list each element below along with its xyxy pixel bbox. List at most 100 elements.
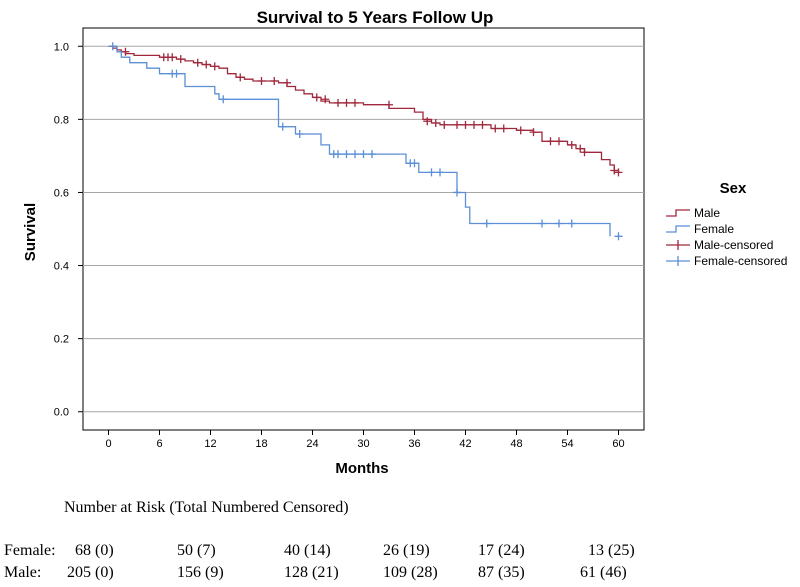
female-censor-mark: [538, 219, 546, 228]
y-tick-label: 0.4: [54, 261, 69, 273]
female-censor-mark: [614, 232, 623, 241]
male-censor-mark: [321, 95, 330, 104]
risk-cell-female-1: 50 (7): [177, 542, 216, 559]
male-censor-mark: [270, 76, 279, 85]
legend-label: Female: [694, 222, 734, 236]
legend-title: Sex: [720, 180, 747, 197]
male-censor-mark: [614, 168, 623, 177]
male-censor-mark: [257, 76, 266, 85]
grid-lines: [83, 45, 644, 413]
male-censor-mark: [440, 120, 449, 129]
male-censor-mark: [610, 166, 619, 175]
legend-label: Female-censored: [694, 254, 787, 268]
risk-cell-male-4: 87 (35): [478, 564, 525, 581]
x-axis-ticks: 0 6 12 18 24 30 36 42 48 54 60: [105, 430, 625, 450]
female-survival-curve: [108, 45, 611, 237]
legend-female-line-swatch: [666, 225, 690, 233]
chart-title: Survival to 5 Years Follow Up: [257, 8, 494, 27]
y-tick-label: 1.0: [54, 41, 69, 53]
male-censor-mark: [193, 58, 202, 67]
male-censor-mark: [580, 148, 589, 157]
risk-cell-male-1: 156 (9): [177, 564, 224, 581]
female-censor-mark: [436, 168, 444, 177]
legend-female-censored-swatch: [666, 256, 690, 266]
x-tick-label: 24: [306, 438, 318, 450]
male-censor-mark: [546, 137, 555, 146]
female-censor-mark: [219, 95, 228, 104]
male-censor-mark: [555, 137, 563, 146]
male-censor-mark: [342, 98, 351, 107]
male-censor-mark: [499, 124, 508, 133]
male-censor-mark: [351, 98, 359, 107]
risk-row-label-male: Male:: [4, 564, 42, 581]
male-censor-mark: [210, 62, 219, 71]
male-censor-mark: [470, 120, 478, 129]
y-tick-label: 0.0: [54, 407, 69, 419]
male-censor-mark: [121, 47, 130, 56]
male-censor-mark: [567, 140, 576, 149]
male-censor-mark: [312, 93, 321, 102]
female-censor-mark: [410, 159, 419, 168]
male-censor-mark: [168, 53, 177, 62]
risk-cell-female-5: 13 (25): [588, 542, 635, 559]
risk-table-header: Number at Risk (Total Numbered Censored): [64, 499, 349, 516]
female-censor-mark: [567, 219, 576, 228]
risk-row-label-female: Female:: [4, 542, 56, 559]
male-censor-mark: [516, 126, 525, 135]
male-censor-mark: [576, 144, 585, 153]
legend-label: Male: [694, 206, 720, 220]
risk-cell-female-4: 17 (24): [478, 542, 525, 559]
y-tick-label: 0.6: [54, 187, 69, 199]
legend-male-line-swatch: [666, 209, 690, 217]
legend-male-line: Male: [666, 206, 720, 220]
male-censor-mark: [202, 60, 211, 69]
female-censor-mark: [334, 150, 342, 159]
male-censor-mark: [431, 119, 440, 128]
risk-cell-male-3: 109 (28): [383, 564, 438, 581]
female-censor-mark: [427, 168, 436, 177]
x-tick-label: 48: [510, 438, 522, 450]
male-censor-mark: [529, 128, 538, 137]
male-censor-mark: [491, 124, 500, 133]
female-censor-mark: [172, 69, 181, 78]
male-censor-mark: [478, 120, 487, 129]
male-censor-mark: [453, 120, 461, 129]
survival-curves: [108, 42, 623, 241]
x-tick-label: 60: [612, 438, 624, 450]
risk-cell-male-2: 128 (21): [284, 564, 339, 581]
x-tick-label: 6: [156, 438, 162, 450]
legend: Sex Male Female Male-censored Female-censor…: [666, 180, 787, 268]
y-tick-label: 0.8: [54, 114, 69, 126]
risk-cell-female-3: 26 (19): [383, 542, 430, 559]
y-tick-label: 0.2: [54, 334, 69, 346]
female-censor-mark: [368, 150, 376, 159]
female-censor-mark: [278, 122, 287, 131]
female-censor-mark: [482, 219, 491, 228]
legend-female-line: Female: [666, 222, 734, 236]
female-censor-mark: [555, 219, 563, 228]
female-censor-mark: [342, 150, 351, 159]
km-chart: Survival to 5 Years Follow Up 0.00.20.40…: [22, 8, 787, 477]
x-tick-label: 30: [357, 438, 369, 450]
female-censor-mark: [351, 150, 359, 159]
x-tick-label: 42: [459, 438, 471, 450]
x-tick-label: 36: [408, 438, 420, 450]
x-tick-label: 54: [561, 438, 573, 450]
female-censor-mark: [359, 150, 368, 159]
female-censor-mark: [108, 42, 117, 51]
risk-cell-male-0: 205 (0): [67, 564, 114, 581]
male-censor-mark: [423, 117, 432, 126]
x-axis-label: Months: [335, 460, 388, 477]
y-axis-label: Survival: [22, 203, 39, 261]
plot-area: [82, 27, 645, 431]
female-censor-mark: [453, 188, 461, 197]
risk-cell-female-2: 40 (14): [284, 542, 331, 559]
male-censor-mark: [236, 73, 245, 82]
x-tick-label: 0: [105, 438, 111, 450]
risk-cell-female-0: 68 (0): [75, 542, 114, 559]
y-axis-ticks: 0.0 0.2 0.4 0.6 0.8 1.0: [54, 41, 83, 419]
legend-male-censored: Male-censored: [666, 238, 773, 252]
female-censor-mark: [295, 129, 304, 138]
legend-female-censored: Female-censored: [666, 254, 787, 268]
legend-male-censored-swatch: [666, 240, 690, 250]
